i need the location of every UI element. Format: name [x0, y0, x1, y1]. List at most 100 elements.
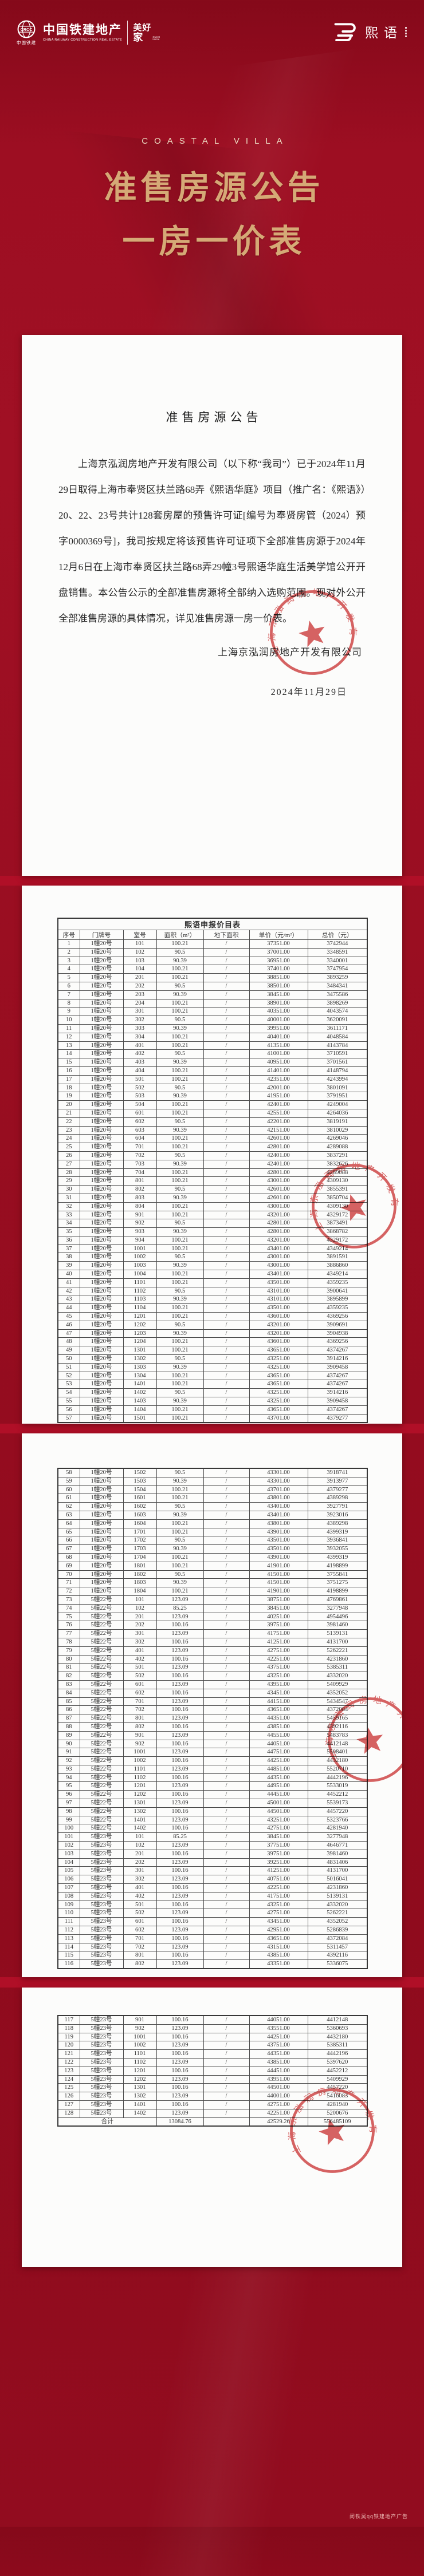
table-cell: 100.21 — [156, 1380, 204, 1389]
table-cell: / — [203, 1193, 250, 1203]
table-cell: 1幢20号 — [79, 1303, 124, 1313]
table-cell: 1幢20号 — [79, 1337, 124, 1347]
stamp-star-icon — [340, 1194, 366, 1221]
table-cell: 603 — [123, 1125, 157, 1135]
table-cell: 58 — [57, 1468, 80, 1477]
table-row: 62 1幢20号 1602 90.5/43401.00 3927791 — [57, 1502, 368, 1511]
table-cell: 43951.00 — [249, 1680, 308, 1689]
table-row: 5 1幢20号 201 100.21/38851.00 3893259 — [57, 973, 368, 982]
table-cell: / — [203, 1959, 250, 1969]
table-cell: 3710591 — [307, 1049, 368, 1059]
table-cell: 100.21 — [156, 1074, 204, 1084]
table-cell: 4332020 — [307, 1900, 368, 1910]
table-cell: 301 — [123, 1866, 157, 1876]
table-cell: 11 — [57, 1024, 80, 1033]
table-cell: 702 — [123, 1151, 157, 1160]
table-cell: 42751.00 — [249, 1646, 308, 1656]
table-cell: 5幢23号 — [79, 1909, 124, 1918]
table-cell: 90.5 — [156, 1320, 204, 1330]
table-cell: 43201.00 — [249, 1320, 308, 1330]
table-cell: / — [203, 1603, 250, 1613]
table-cell: 38 — [57, 1253, 80, 1262]
table-cell: / — [203, 1329, 250, 1338]
table-cell: 100.21 — [156, 1244, 204, 1254]
table-cell: / — [203, 1261, 250, 1271]
table-cell: / — [203, 1909, 250, 1918]
table-cell: 4374267 — [307, 1346, 368, 1356]
table-row: 94 5幢22号 1102 100.16/44351.00 4442196 — [57, 1773, 368, 1783]
table-cell: 5幢23号 — [79, 2049, 124, 2059]
table-cell: / — [203, 1714, 250, 1723]
table-cell: 104 — [57, 1858, 80, 1867]
table-cell: 1幢20号 — [79, 1320, 124, 1330]
table-row: 75 5幢22号 201 123.09/40251.00 4954496 — [57, 1612, 368, 1622]
table-cell: 5385311 — [307, 1663, 368, 1673]
table-cell: 100.16 — [156, 1951, 204, 1961]
table-cell: 118 — [57, 2024, 80, 2033]
crcc-name-cn: 中国铁建地产 — [43, 23, 122, 37]
table-cell: 5幢22号 — [79, 1621, 124, 1630]
table-cell: 904 — [123, 1235, 157, 1245]
table-cell: 123.09 — [156, 2092, 204, 2101]
table-cell: 100.21 — [156, 1202, 204, 1211]
table-cell: 41501.00 — [249, 1570, 308, 1579]
table-cell: / — [203, 2083, 250, 2093]
table-cell: 44351.00 — [249, 1714, 308, 1723]
table-cell: 106 — [57, 1875, 80, 1884]
table-cell: 301 — [123, 1629, 157, 1638]
table-cell: 902 — [123, 2024, 157, 2033]
table-cell: 12 — [57, 1032, 80, 1042]
table-cell: 3755841 — [307, 1570, 368, 1579]
table-cell: / — [203, 1100, 250, 1109]
table-cell: 1幢20号 — [79, 1536, 124, 1546]
table-row: 58 1幢20号 1502 90.5/43301.00 3918741 — [57, 1468, 368, 1477]
table-cell: 602 — [123, 1117, 157, 1127]
table-cell: 5幢22号 — [79, 1739, 124, 1749]
table-cell: 5397620 — [307, 2057, 368, 2067]
table-cell: 3819191 — [307, 1117, 368, 1127]
table-cell: 43251.00 — [249, 1388, 308, 1398]
table-cell: 5幢23号 — [79, 1900, 124, 1910]
table-cell: 39 — [57, 1261, 80, 1271]
column-header: 门牌号 — [79, 930, 124, 940]
table-cell: 91 — [57, 1748, 80, 1757]
table-cell: 502 — [123, 1083, 157, 1093]
table-cell: 701 — [123, 1697, 157, 1706]
table-cell: / — [203, 1519, 250, 1528]
stamp-star-icon — [299, 620, 325, 647]
column-header: 面积（m²） — [156, 930, 204, 940]
table-cell: 71 — [57, 1578, 80, 1588]
table-cell: 5幢23号 — [79, 1841, 124, 1850]
sweet-home-logo: 美好 家 Sweet Home — [133, 23, 160, 42]
table-cell: 5幢23号 — [79, 2100, 124, 2109]
table-cell: 122 — [57, 2057, 80, 2067]
table-cell: 42751.00 — [249, 1824, 308, 1834]
table-cell: 32 — [57, 1202, 80, 1211]
table-cell: 77 — [57, 1629, 80, 1638]
table-cell: 125 — [57, 2083, 80, 2093]
table-cell: 1603 — [123, 1510, 157, 1520]
table-cell: 81 — [57, 1663, 80, 1673]
announcement-page: 准售房源公告 上海京泓润房地产开发有限公司（以下称“我司”）已于2024年11月… — [22, 335, 402, 876]
table-cell: 1幢20号 — [79, 1092, 124, 1101]
table-cell: 93 — [57, 1764, 80, 1774]
table-cell: / — [203, 1849, 250, 1859]
table-cell: 43251.00 — [249, 1900, 308, 1910]
table-cell: / — [203, 1866, 250, 1876]
table-cell: 41251.00 — [249, 1637, 308, 1647]
table-cell: / — [203, 1032, 250, 1042]
table-cell: 80 — [57, 1654, 80, 1664]
table-cell: 100.21 — [156, 1485, 204, 1495]
table-cell: / — [203, 1108, 250, 1118]
table-cell: 42601.00 — [249, 1193, 308, 1203]
table-row: 118 5幢23号 902 123.09/43551.00 5360693 — [57, 2024, 368, 2033]
table-cell: 5139131 — [307, 1891, 368, 1901]
table-cell: 1幢20号 — [79, 1100, 124, 1109]
table-row: 41 1幢20号 1101 100.21/43501.00 4359235 — [57, 1278, 368, 1287]
table-row: 43 1幢20号 1103 90.39/43101.00 3895899 — [57, 1295, 368, 1305]
table-cell: 16 — [57, 1066, 80, 1076]
table-cell: 87 — [57, 1714, 80, 1723]
table-cell: 115 — [57, 1951, 80, 1961]
table-cell: 304 — [123, 1032, 157, 1042]
table-cell: / — [203, 1654, 250, 1664]
